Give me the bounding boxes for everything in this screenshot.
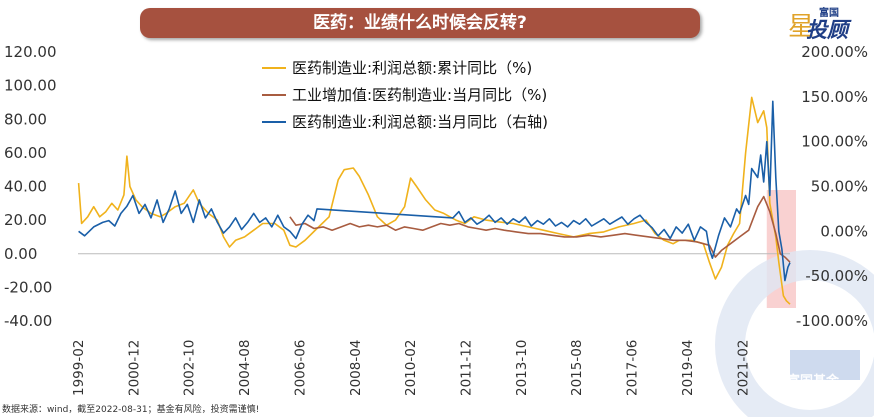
x-tick-label: 2006-06 [292, 340, 308, 396]
left-tick-label: 120.00 [4, 43, 57, 61]
x-tick-label: 2013-10 [514, 340, 530, 396]
right-axis-ticks: -100.00% -50.00% 0.00% 50.00% 100.00% 150.00%… [796, 43, 868, 330]
series-lines [77, 96, 791, 305]
x-axis-ticks: 1999-02 2000-12 2002-10 2004-08 2006-06 2008-… [71, 340, 751, 396]
source-note: 数据来源：wind，截至2022-08-31；基金有风险，投资需谨慎! [2, 405, 260, 415]
left-tick-label: 0.00 [4, 245, 37, 263]
legend: 医药制造业:利润总额:累计同比（%) 工业增加值:医药制造业:当月同比（%) 医药制… [262, 59, 548, 131]
right-tick-label: 50.00% [811, 178, 868, 196]
legend-label-1: 医药制造业:利润总额:累计同比（%) [292, 59, 532, 77]
x-tick-label: 2002-10 [182, 340, 198, 396]
chart-title: 医药：业绩什么时候会反转? [140, 8, 700, 38]
watermark-badge [790, 350, 860, 380]
x-tick-label: 2010-02 [403, 340, 419, 396]
watermark-ring [715, 250, 874, 417]
x-tick-label: 1999-02 [71, 340, 87, 396]
star-icon: 星 [788, 12, 815, 42]
left-tick-label: 80.00 [4, 110, 47, 128]
left-tick-label: -40.00 [4, 312, 52, 330]
x-tick-label: 2017-06 [625, 340, 641, 396]
x-tick-label: 2015-08 [569, 340, 585, 396]
x-tick-label: 2021-02 [735, 340, 751, 396]
right-tick-label: 150.00% [801, 88, 868, 106]
brand-top-text: 富国 [819, 8, 839, 19]
legend-label-2: 工业增加值:医药制造业:当月同比（%) [292, 86, 547, 104]
left-tick-label: 60.00 [4, 144, 47, 162]
legend-label-3: 医药制造业:利润总额:当月同比（右轴) [292, 113, 548, 131]
right-tick-label: -100.00% [796, 312, 868, 330]
x-tick-label: 2008-04 [348, 340, 364, 396]
x-tick-label: 2011-12 [458, 340, 474, 396]
left-tick-label: 40.00 [4, 178, 47, 196]
brand-main-text: 投顾 [806, 18, 848, 42]
watermark-text: 富国基金 [787, 374, 840, 389]
x-tick-label: 2000-12 [126, 340, 142, 396]
left-axis-ticks: -40.00 -20.00 0.00 20.00 40.00 60.00 80.00 100.… [4, 43, 57, 330]
right-tick-label: -50.00% [805, 267, 868, 285]
series-line-2 [289, 195, 791, 263]
left-tick-label: 100.00 [4, 77, 57, 95]
watermark-logo [715, 250, 874, 417]
right-tick-label: 100.00% [801, 133, 868, 151]
right-tick-label: 200.00% [801, 43, 868, 61]
left-tick-label: 20.00 [4, 211, 47, 229]
x-tick-label: 2004-08 [237, 340, 253, 396]
left-tick-label: -20.00 [4, 278, 52, 296]
series-line-3 [78, 100, 791, 282]
right-tick-label: 0.00% [820, 222, 868, 240]
x-tick-label: 2019-04 [680, 340, 696, 396]
